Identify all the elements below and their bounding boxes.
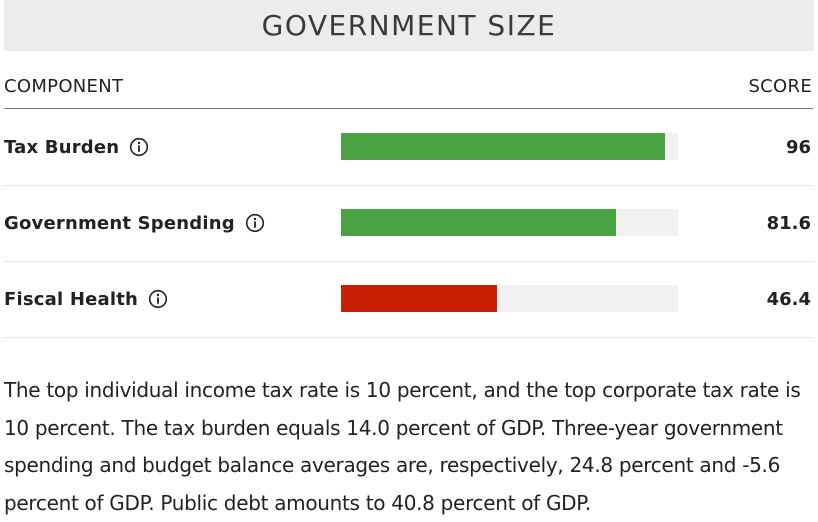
section-title: GOVERNMENT SIZE — [261, 9, 557, 42]
description-text: The top individual income tax rate is 10… — [4, 378, 801, 515]
component-label: Tax Burden — [4, 109, 149, 185]
component-name: Government Spending — [4, 212, 235, 234]
component-column-header: COMPONENT — [4, 76, 124, 97]
score-bar — [341, 209, 616, 236]
component-label: Government Spending — [4, 185, 265, 261]
component-label: Fiscal Health — [4, 261, 168, 337]
score-bar-track — [341, 133, 678, 160]
score-bar-track — [341, 285, 678, 312]
component-name: Fiscal Health — [4, 288, 139, 310]
score-value: 46.4 — [766, 288, 811, 310]
component-row-tax-burden: Tax Burden 96 — [4, 109, 813, 186]
score-value: 96 — [785, 136, 811, 158]
score-column-header: SCORE — [748, 76, 812, 97]
info-icon[interactable] — [245, 213, 265, 233]
section-header: GOVERNMENT SIZE — [4, 0, 814, 51]
score-bar — [341, 285, 498, 312]
info-icon[interactable] — [148, 289, 168, 309]
score-bar-track — [341, 209, 678, 236]
component-row-government-spending: Government Spending 81.6 — [4, 185, 813, 262]
component-name: Tax Burden — [4, 136, 120, 158]
score-bar — [341, 133, 665, 160]
component-row-fiscal-health: Fiscal Health 46.4 — [4, 261, 813, 338]
header-divider — [4, 108, 813, 109]
info-icon[interactable] — [129, 137, 149, 157]
score-value: 81.6 — [766, 212, 811, 234]
